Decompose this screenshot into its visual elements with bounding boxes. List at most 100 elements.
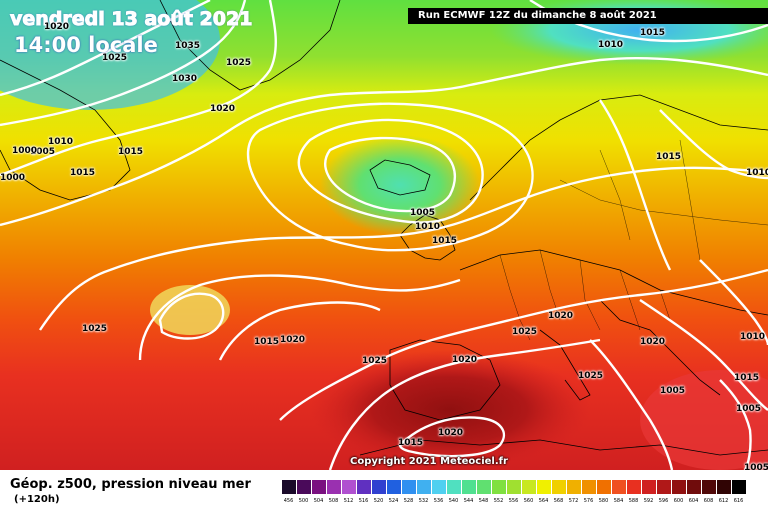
legend-tick-label: 604 [688,498,699,504]
balkans-coast [599,299,721,396]
iceland-coast [369,159,431,196]
legend-swatch [416,480,431,494]
isobar-line [39,166,768,331]
legend-tick-label: 592 [643,498,654,504]
legend-step: 508 [326,480,341,504]
italy-coast [539,329,591,401]
legend-tick-label: 508 [328,498,339,504]
isobar-line [0,56,768,227]
legend-tick-label: 616 [733,498,744,504]
legend-tick-label: 528 [403,498,414,504]
legend-swatch [461,480,476,494]
greenland-coast [0,59,131,201]
forecast-date: vendredi 13 août 2021 [9,8,253,31]
legend-swatch [296,480,311,494]
legend-step: 576 [581,480,596,504]
isobar-value-label: 1035 [175,41,201,51]
isobar-value-label: 1005 [410,208,436,218]
isobar-value-label: 1015 [398,438,424,448]
isobar-line [639,299,768,411]
legend-tick-label: 456 [283,498,294,504]
legend-swatch [506,480,521,494]
isobar-value-label: 1015 [656,152,682,162]
legend-swatch [731,480,746,494]
isobar-value-label: 1010 [48,137,74,147]
isobar-line [659,109,768,180]
legend-step: 568 [551,480,566,504]
isobar-value-label: 1020 [210,104,236,114]
legend-step: 540 [446,480,461,504]
legend-step: 456 [281,480,296,504]
legend-tick-label: 524 [388,498,399,504]
legend-step: 588 [626,480,641,504]
isobar-value-label: 1015 [254,337,280,347]
isobar-value-label: 1010 [740,332,766,342]
isobar-line [0,0,277,177]
isobar-value-label: 1010 [415,222,441,232]
isobar-value-label: 1025 [82,324,108,334]
legend-swatch [431,480,446,494]
legend-tick-label: 500 [298,498,309,504]
legend-swatch [341,480,356,494]
ridge-anomaly [150,285,230,335]
legend-tick-label: 568 [553,498,564,504]
legend-swatch [581,480,596,494]
isobar-value-label: 1020 [452,355,478,365]
isobar-value-label: 1020 [548,311,574,321]
isobar-line [158,292,225,340]
isobar-line [297,118,484,224]
legend-swatch [536,480,551,494]
legend-tick-label: 588 [628,498,639,504]
legend-step: 612 [716,480,731,504]
legend-step: 520 [371,480,386,504]
legend-swatch [356,480,371,494]
legend-step: 604 [686,480,701,504]
isobar-value-label: 1020 [438,428,464,438]
legend-tick-label: 552 [493,498,504,504]
footer-bar: Géop. z500, pression niveau mer (+120h) … [0,470,768,512]
isobar-value-label: 1000 [12,146,38,156]
isobar-line [323,136,457,213]
legend-step: 560 [521,480,536,504]
isobar-line [398,416,506,458]
legend-tick-label: 560 [523,498,534,504]
isobar-line [328,338,601,470]
legend-tick-label: 532 [418,498,429,504]
legend-tick-label: 612 [718,498,729,504]
legend-step: 580 [596,480,611,504]
legend-swatch [641,480,656,494]
isobar-value-label: 1025 [362,356,388,366]
isobar-value-label: 1020 [640,337,666,347]
heat-dome [310,350,590,470]
lead-time: (+120h) [14,494,60,505]
isobar-value-label: 1005 [744,463,768,473]
isobar-line [138,274,461,361]
legend-tick-label: 556 [508,498,519,504]
isobar-line [0,0,247,127]
legend-step: 516 [356,480,371,504]
isobar-line [0,0,211,97]
isobar-value-label: 1025 [102,53,128,63]
legend-swatch [401,480,416,494]
legend-swatch [716,480,731,494]
legend-tick-label: 600 [673,498,684,504]
legend-swatch [566,480,581,494]
legend-swatch [446,480,461,494]
isobar-value-label: 1010 [598,40,624,50]
legend-step: 556 [506,480,521,504]
legend-swatch [596,480,611,494]
forecast-time: 14:00 locale [14,33,158,57]
isobar-value-label: 1010 [746,168,768,178]
legend-step: 544 [461,480,476,504]
legend-step: 592 [641,480,656,504]
legend-step: 596 [656,480,671,504]
isobar-value-label: 1000 [0,173,26,183]
legend-tick-label: 520 [373,498,384,504]
legend-tick-label: 548 [478,498,489,504]
legend-step: 616 [731,480,746,504]
weather-map [0,0,768,470]
legend-tick-label: 572 [568,498,579,504]
isobar-value-label: 1025 [578,371,604,381]
legend-step: 528 [401,480,416,504]
copyright-notice: Copyright 2021 Meteociel.fr [350,456,508,467]
